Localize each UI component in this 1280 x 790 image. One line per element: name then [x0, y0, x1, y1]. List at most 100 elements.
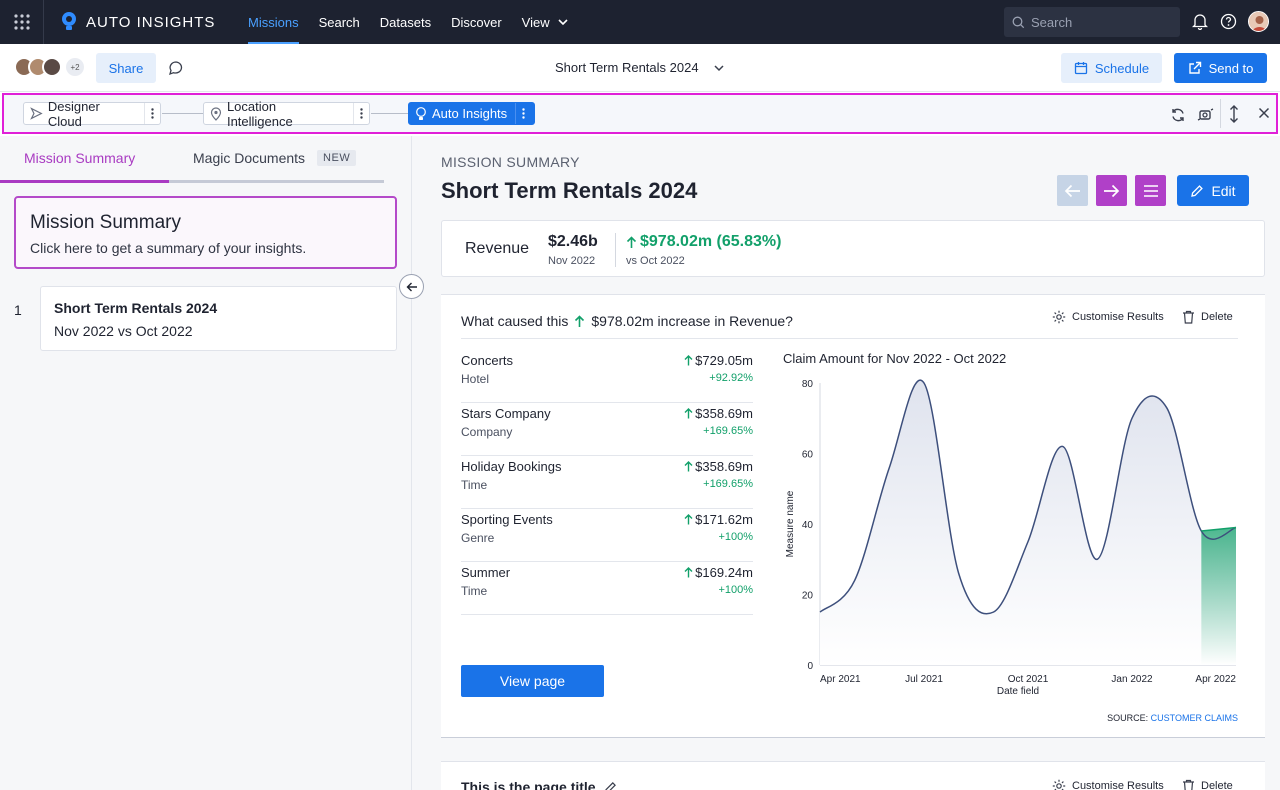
previous-button[interactable] [1057, 175, 1088, 206]
calendar-icon [1074, 62, 1088, 75]
driver-value: $358.69m [684, 406, 753, 421]
chart-y-tick-label: 40 [802, 520, 814, 531]
help-icon[interactable] [1220, 13, 1237, 30]
delete-button[interactable]: Delete [1182, 310, 1233, 324]
nav-search[interactable]: Search [318, 14, 360, 30]
document-title-dropdown[interactable]: Short Term Rentals 2024 [555, 60, 725, 75]
list-item[interactable]: Short Term Rentals 2024 Nov 2022 vs Oct … [40, 286, 397, 351]
driver-category: Hotel [461, 372, 490, 386]
driver-row[interactable]: Stars Company Company $358.69m +169.65% [461, 403, 753, 456]
chart-area-fill [820, 380, 1236, 665]
kpi-label: Revenue [465, 240, 530, 257]
bell-icon[interactable] [1192, 13, 1208, 30]
workflow-step-auto-insights[interactable]: Auto Insights [408, 102, 535, 125]
send-to-label: Send to [1208, 60, 1254, 76]
expand-vertical-icon[interactable] [1228, 105, 1240, 123]
global-search-input[interactable]: Search [1004, 7, 1180, 37]
driver-value: $171.62m [684, 512, 753, 527]
kpi-compare: vs Oct 2022 [626, 255, 685, 267]
kpi-value: $2.46b [548, 233, 598, 250]
driver-row[interactable]: Sporting Events Genre $171.62m +100% [461, 509, 753, 562]
schedule-button[interactable]: Schedule [1061, 53, 1162, 83]
card-title: This is the page title [461, 779, 617, 790]
chart-y-tick-label: 80 [802, 379, 814, 390]
source-link[interactable]: CUSTOMER CLAIMS [1150, 713, 1238, 723]
share-button[interactable]: Share [96, 53, 156, 83]
driver-row[interactable]: Concerts Hotel $729.05m +92.92% [461, 350, 753, 403]
driver-percent: +92.92% [709, 372, 753, 384]
workflow-step-label: Designer Cloud [47, 98, 100, 129]
workflow-step-location-intelligence[interactable]: Location Intelligence [203, 99, 370, 129]
search-placeholder: Search [1031, 14, 1073, 30]
insight-title-suffix: $978.02m increase in Revenue? [591, 313, 793, 329]
collaborators[interactable]: +2 [14, 57, 84, 77]
nav-missions[interactable]: Missions [238, 0, 309, 44]
document-toolbar: +2 Share Short Term Rentals 2024 Schedul… [0, 44, 1280, 92]
send-to-button[interactable]: Send to [1174, 53, 1267, 83]
list-item-title: Short Term Rentals 2024 [54, 300, 218, 316]
next-button[interactable] [1096, 175, 1127, 206]
app-logo[interactable]: AUTO INSIGHTS [60, 11, 238, 33]
lightbulb-logo-icon [62, 12, 76, 30]
driver-name: Summer [461, 565, 511, 580]
section-eyebrow: MISSION SUMMARY [441, 154, 580, 170]
arrow-up-icon [684, 355, 693, 366]
pencil-icon[interactable] [604, 781, 617, 790]
customise-results-button[interactable]: Customise Results [1052, 310, 1164, 324]
insight-title: What caused this $978.02m increase in Re… [461, 313, 793, 329]
driver-row[interactable]: Summer Time $169.24m +100% [461, 562, 753, 615]
summary-card-subtitle: Click here to get a summary of your insi… [30, 240, 307, 256]
nav-datasets[interactable]: Datasets [379, 14, 432, 30]
close-icon[interactable] [1258, 107, 1270, 119]
user-avatar[interactable] [1248, 11, 1269, 32]
customise-results-button[interactable]: Customise Results [1052, 779, 1164, 790]
edit-button[interactable]: Edit [1177, 175, 1249, 206]
tab-magic-documents[interactable]: Magic Documents NEW [193, 150, 357, 166]
map-pin-icon [210, 106, 222, 121]
driver-category: Time [461, 478, 488, 492]
more-vertical-icon[interactable] [515, 103, 531, 124]
view-page-button[interactable]: View page [461, 665, 604, 697]
mission-summary-card[interactable]: Mission Summary Click here to get a summ… [14, 196, 397, 269]
app-name: AUTO INSIGHTS [86, 13, 216, 31]
menu-button[interactable] [1135, 175, 1166, 206]
arrow-up-icon [684, 567, 693, 578]
collapse-panel-button[interactable] [399, 274, 424, 299]
customise-label: Customise Results [1072, 780, 1164, 790]
nav-view[interactable]: View [512, 0, 580, 44]
tab-mission-summary[interactable]: Mission Summary [24, 150, 136, 166]
insight-card: This is the page title Customise Results… [441, 761, 1265, 790]
comment-icon[interactable] [168, 60, 184, 76]
driver-percent: +100% [718, 531, 753, 543]
driver-row[interactable]: Holiday Bookings Time $358.69m +169.65% [461, 456, 753, 509]
refresh-icon[interactable] [1170, 107, 1186, 123]
chart-x-axis-label: Date field [997, 686, 1039, 697]
area-chart: 0 20 40 60 80 Apr 2021 Jul 2021 Oct 2021 Jan 202… [785, 379, 1236, 697]
pencil-icon [1191, 184, 1204, 197]
delete-button[interactable]: Delete [1182, 779, 1233, 790]
arrow-left-icon [406, 282, 417, 291]
insight-card: What caused this $978.02m increase in Re… [441, 294, 1265, 738]
driver-category: Genre [461, 531, 495, 545]
workflow-step-designer-cloud[interactable]: Designer Cloud [23, 99, 161, 129]
nav-discover[interactable]: Discover [451, 14, 502, 30]
gear-icon [1052, 779, 1066, 790]
sync-settings-icon[interactable] [1197, 107, 1214, 123]
arrow-left-icon [1064, 184, 1080, 197]
divider [615, 233, 616, 267]
top-bar: AUTO INSIGHTS Missions Search Datasets D… [0, 0, 1280, 44]
list-item-number: 1 [14, 302, 22, 318]
arrow-up-icon [684, 514, 693, 525]
chart-y-tick-label: 60 [802, 450, 814, 461]
driver-value: $729.05m [684, 353, 753, 368]
driver-percent: +100% [718, 584, 753, 596]
chevron-down-icon [558, 19, 568, 26]
app-grid-icon[interactable] [0, 0, 44, 44]
search-icon [1012, 16, 1025, 28]
avatar [42, 57, 62, 77]
chart-source: SOURCE: CUSTOMER CLAIMS [1107, 713, 1238, 723]
more-vertical-icon[interactable] [353, 103, 369, 124]
driver-value-text: $171.62m [695, 512, 753, 527]
new-badge: NEW [317, 150, 357, 166]
more-vertical-icon[interactable] [144, 103, 160, 124]
